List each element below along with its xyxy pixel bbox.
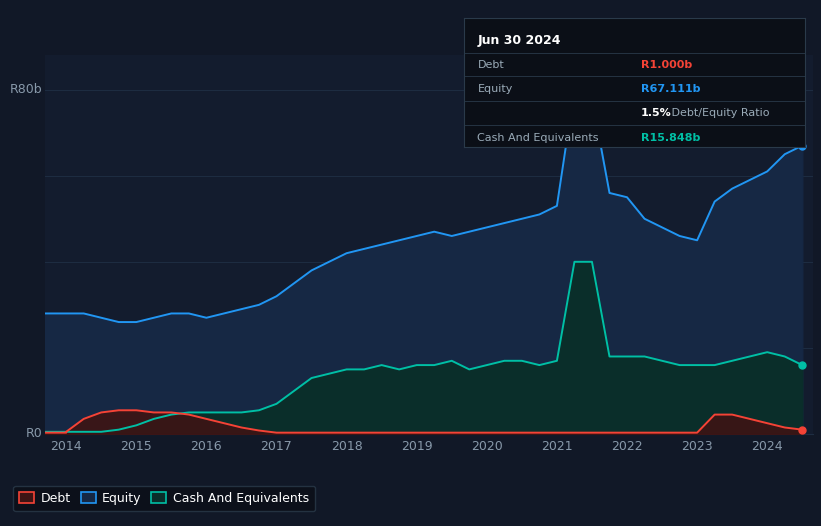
Legend: Debt, Equity, Cash And Equivalents: Debt, Equity, Cash And Equivalents <box>13 485 315 511</box>
Text: R80b: R80b <box>10 83 43 96</box>
Text: Debt/Equity Ratio: Debt/Equity Ratio <box>668 108 770 118</box>
Text: R0: R0 <box>26 428 43 440</box>
Text: Equity: Equity <box>478 84 513 94</box>
Text: Cash And Equivalents: Cash And Equivalents <box>478 133 599 143</box>
Text: R15.848b: R15.848b <box>641 133 700 143</box>
Text: R1.000b: R1.000b <box>641 60 692 70</box>
Text: 1.5%: 1.5% <box>641 108 672 118</box>
Text: R67.111b: R67.111b <box>641 84 700 94</box>
Text: Debt: Debt <box>478 60 504 70</box>
Text: Jun 30 2024: Jun 30 2024 <box>478 34 561 47</box>
